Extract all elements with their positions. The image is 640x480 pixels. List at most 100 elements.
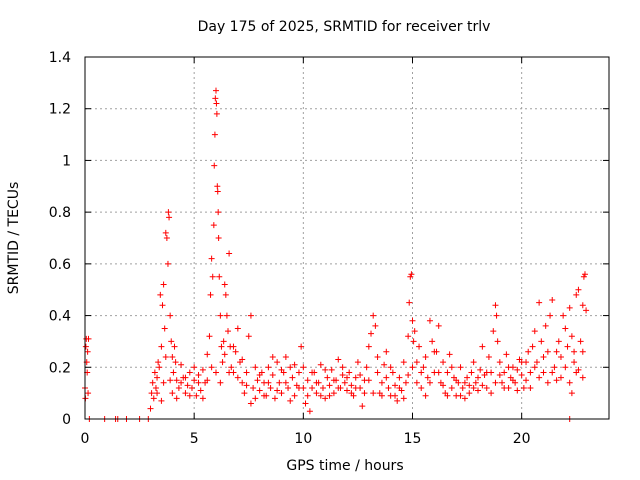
data-point [378, 392, 385, 399]
data-point [182, 390, 189, 397]
data-point [466, 382, 473, 389]
data-point [302, 400, 309, 407]
data-point [217, 379, 224, 386]
data-point [440, 382, 447, 389]
data-point [374, 353, 381, 360]
data-point [431, 348, 438, 355]
data-point [215, 235, 222, 241]
data-point [217, 312, 224, 319]
data-point [448, 364, 455, 371]
data-point [252, 395, 259, 402]
data-point [265, 364, 272, 371]
data-point [178, 361, 185, 368]
data-point [426, 317, 433, 324]
data-point [193, 392, 200, 399]
data-point [494, 338, 501, 345]
data-point [212, 95, 219, 102]
data-point [152, 384, 159, 391]
data-point [424, 374, 431, 381]
data-point [168, 338, 175, 345]
data-point [225, 328, 232, 335]
data-point [208, 364, 215, 371]
data-point [457, 392, 464, 399]
x-tick-label: 15 [404, 431, 422, 447]
data-point [409, 364, 416, 371]
data-point [230, 343, 237, 350]
data-point [309, 384, 316, 391]
data-point [509, 377, 516, 384]
data-point [577, 338, 584, 345]
data-point [207, 291, 214, 298]
data-point [365, 343, 372, 350]
data-point [208, 255, 215, 262]
data-point [453, 377, 460, 384]
data-point [406, 299, 413, 306]
data-point [402, 379, 409, 386]
data-point [562, 364, 569, 371]
y-tick-label: 0.6 [49, 257, 71, 273]
data-point [209, 273, 216, 280]
data-point [435, 322, 442, 329]
x-tick-label: 10 [294, 431, 312, 447]
data-point [575, 366, 582, 373]
data-point [211, 131, 218, 138]
data-point [256, 372, 263, 379]
data-point [344, 374, 350, 381]
data-point [383, 348, 390, 355]
data-point [322, 395, 329, 402]
data-point [210, 222, 217, 229]
data-point [219, 359, 226, 366]
data-point [149, 379, 156, 386]
data-point [247, 312, 254, 319]
data-point [409, 317, 416, 324]
data-point [330, 390, 337, 397]
data-point [583, 307, 590, 314]
plot-frame [84, 56, 610, 420]
data-point [184, 382, 191, 389]
data-point [533, 359, 540, 366]
y-tick-label: 0.4 [49, 309, 71, 325]
data-point [407, 273, 414, 280]
data-point [470, 359, 477, 366]
data-point [392, 392, 399, 399]
data-point [186, 392, 193, 399]
data-point [357, 372, 364, 379]
y-tick-label: 0.2 [49, 360, 71, 376]
data-point [496, 359, 503, 366]
y-tick-label: 1.4 [49, 50, 71, 66]
data-point [221, 281, 228, 288]
data-point [354, 359, 361, 366]
data-point [274, 359, 281, 366]
data-point [566, 379, 573, 386]
data-point [274, 387, 281, 394]
data-point [218, 343, 225, 350]
data-point [372, 322, 379, 329]
data-point [182, 374, 189, 381]
data-point [514, 366, 521, 373]
data-point [344, 387, 350, 394]
data-point [490, 328, 497, 335]
data-point [167, 312, 174, 319]
data-point [234, 374, 241, 381]
data-point [368, 330, 375, 337]
data-point [158, 343, 165, 350]
data-point [416, 343, 423, 350]
data-point [389, 369, 396, 376]
data-point [461, 379, 468, 386]
data-point [410, 338, 417, 345]
data-point [477, 366, 484, 373]
data-point [282, 379, 289, 386]
data-point [269, 353, 276, 360]
data-point [147, 405, 154, 412]
data-point [300, 364, 307, 371]
data-point [352, 384, 359, 391]
data-point [276, 379, 283, 386]
chart-title: Day 175 of 2025, SRMTID for receiver trl… [198, 19, 491, 35]
data-point [479, 343, 486, 350]
data-point [348, 382, 355, 389]
data-point [492, 379, 499, 386]
data-point [282, 353, 289, 360]
data-point [216, 273, 223, 280]
data-point [339, 372, 346, 379]
data-point [579, 302, 586, 309]
